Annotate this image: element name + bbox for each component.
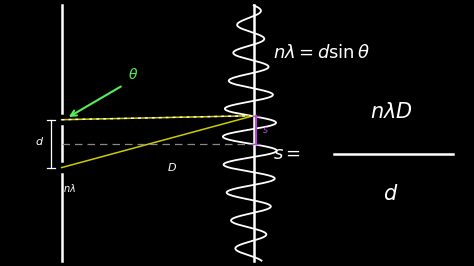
Text: $d$: $d$ <box>35 135 44 147</box>
Text: $s$: $s$ <box>262 125 269 135</box>
Text: $D$: $D$ <box>167 161 177 173</box>
Text: $\theta$: $\theta$ <box>128 68 138 82</box>
Text: $n\lambda D$: $n\lambda D$ <box>370 102 412 122</box>
Text: $s =$: $s =$ <box>273 145 301 163</box>
Text: $n\lambda$: $n\lambda$ <box>63 182 75 194</box>
Text: $d$: $d$ <box>383 184 399 204</box>
Text: $n\lambda = d\sin\theta$: $n\lambda = d\sin\theta$ <box>273 44 370 62</box>
